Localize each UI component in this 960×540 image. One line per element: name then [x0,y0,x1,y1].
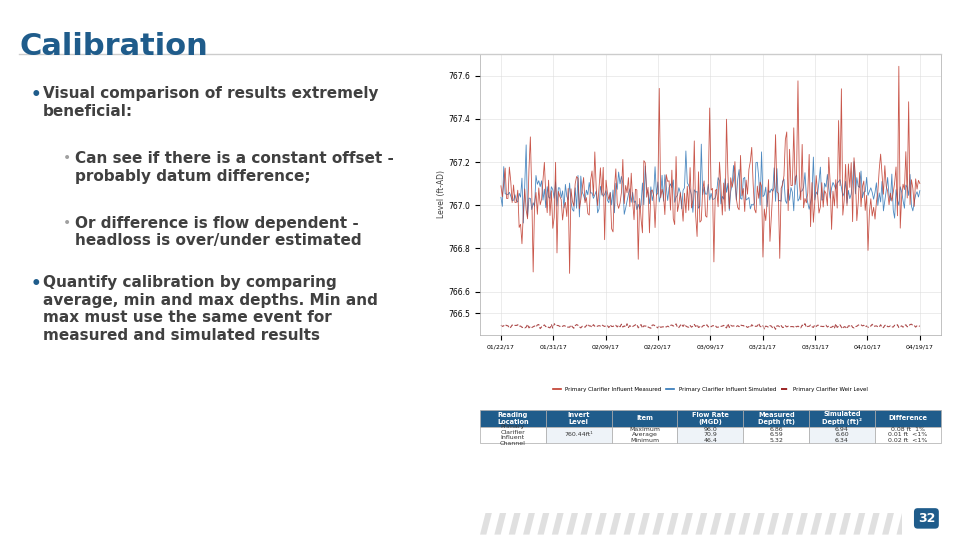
Polygon shape [868,513,879,535]
Polygon shape [610,513,621,535]
Polygon shape [538,513,549,535]
Polygon shape [509,513,520,535]
Legend: Primary Clarifier Influent Measured, Primary Clarifier Influent Simulated, Prima: Primary Clarifier Influent Measured, Pri… [550,384,871,394]
Polygon shape [796,513,807,535]
Y-axis label: Level (ft-AD): Level (ft-AD) [437,171,445,218]
Text: •: • [31,275,41,293]
Polygon shape [709,513,722,535]
Polygon shape [695,513,708,535]
Polygon shape [624,513,636,535]
Polygon shape [839,513,851,535]
Polygon shape [853,513,865,535]
Text: Visual comparison of results extremely
beneficial:: Visual comparison of results extremely b… [43,86,378,119]
Polygon shape [825,513,836,535]
Text: Or difference is flow dependent -
headloss is over/under estimated: Or difference is flow dependent - headlo… [75,216,362,248]
Polygon shape [781,513,793,535]
Text: 32: 32 [918,512,935,525]
Polygon shape [595,513,607,535]
Polygon shape [882,513,894,535]
Polygon shape [810,513,822,535]
Text: Calibration: Calibration [19,32,208,62]
Polygon shape [666,513,679,535]
Polygon shape [767,513,780,535]
Text: Can see if there is a constant offset -
probably datum difference;: Can see if there is a constant offset - … [75,151,394,184]
Polygon shape [653,513,664,535]
Text: •: • [31,86,41,104]
Polygon shape [494,513,506,535]
Polygon shape [581,513,592,535]
Polygon shape [566,513,578,535]
Polygon shape [724,513,736,535]
Text: Quantify calibration by comparing
average, min and max depths. Min and
max must : Quantify calibration by comparing averag… [43,275,378,342]
Text: •: • [62,151,71,165]
Polygon shape [552,513,564,535]
Polygon shape [753,513,765,535]
Polygon shape [638,513,650,535]
Polygon shape [480,513,492,535]
Polygon shape [738,513,751,535]
Text: •: • [62,216,71,230]
Polygon shape [681,513,693,535]
Polygon shape [523,513,535,535]
Polygon shape [897,513,908,535]
